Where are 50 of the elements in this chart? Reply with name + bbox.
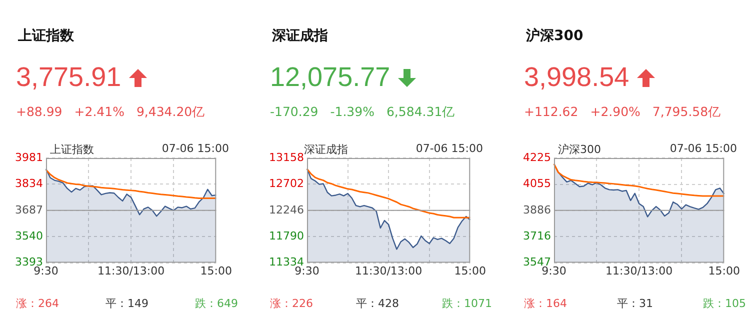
x-tick-label: 9:30 xyxy=(294,264,320,278)
y-tick-label: 3540 xyxy=(14,229,43,242)
text: 涨：226 xyxy=(270,296,313,311)
text: 跌：105 xyxy=(703,296,746,311)
text: 沪深300 xyxy=(558,142,601,157)
x-tick-label: 15:00 xyxy=(454,264,486,278)
y-tick-label: 3886 xyxy=(522,203,551,216)
text: 上证指数 xyxy=(50,142,94,157)
text: 07-06 15:00 xyxy=(670,142,737,155)
x-tick-label: 11:30/13:00 xyxy=(606,264,673,278)
text: 跌：649 xyxy=(195,296,238,311)
y-tick-label: 12702 xyxy=(268,177,304,190)
chart-title: 沪深300 xyxy=(526,27,584,45)
text: 深证成指 xyxy=(304,142,348,157)
chart-title: 上证指数 xyxy=(18,27,74,45)
text: 平：428 xyxy=(356,296,399,311)
text: +2.90% xyxy=(590,104,640,119)
text: 涨：164 xyxy=(524,296,567,311)
text: -170.29 xyxy=(270,104,318,119)
text: 涨：264 xyxy=(16,296,59,311)
y-tick-label: 11790 xyxy=(268,229,304,242)
x-tick-label: 9:30 xyxy=(542,264,566,278)
chart-title: 深证成指 xyxy=(272,27,328,45)
text: 跌：1071 xyxy=(442,296,492,311)
text: 9,434.20亿 xyxy=(136,104,206,119)
text: +88.99 xyxy=(16,104,62,119)
y-tick-label: 12246 xyxy=(268,203,304,216)
y-tick-label: 3716 xyxy=(522,230,551,243)
text: +112.62 xyxy=(524,104,578,119)
text: 3,998.54 xyxy=(524,62,630,93)
text: 平：31 xyxy=(617,296,653,311)
text: 07-06 15:00 xyxy=(416,142,483,155)
text: +2.41% xyxy=(74,104,124,119)
y-tick-label: 3981 xyxy=(14,150,43,164)
y-tick-label: 3687 xyxy=(14,203,43,216)
y-tick-label: 3834 xyxy=(14,177,43,190)
y-tick-label: 13158 xyxy=(268,150,304,164)
text: -1.39% xyxy=(330,104,374,119)
y-tick-label: 4055 xyxy=(522,177,551,190)
x-tick-label: 11:30/13:00 xyxy=(355,264,422,278)
x-tick-label: 11:30/13:00 xyxy=(98,264,165,278)
y-tick-label: 4225 xyxy=(522,150,551,164)
text: 6,584.31亿 xyxy=(386,104,456,119)
x-tick-label: 15:00 xyxy=(708,264,740,278)
x-tick-label: 15:00 xyxy=(200,264,232,278)
text: 07-06 15:00 xyxy=(162,142,229,155)
text: 12,075.77 xyxy=(270,62,390,93)
text: 7,795.58亿 xyxy=(652,104,722,119)
text: 平：149 xyxy=(106,296,148,311)
text: 3,775.91 xyxy=(16,62,122,93)
